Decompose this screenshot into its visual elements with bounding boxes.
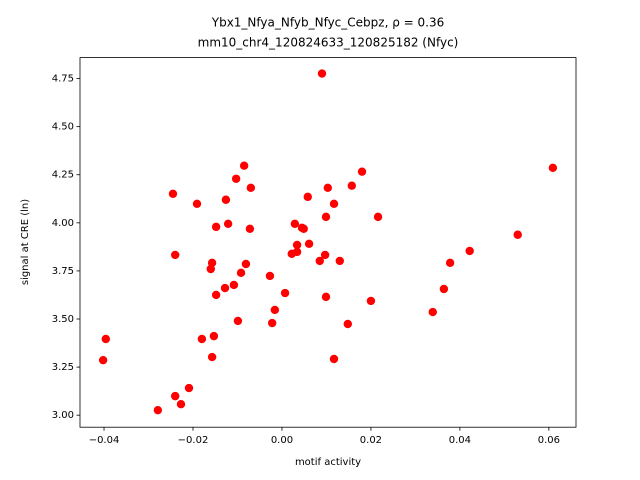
point xyxy=(287,249,296,258)
point xyxy=(153,405,163,415)
point xyxy=(220,283,230,293)
y-tick-label: 3.25 xyxy=(52,362,74,373)
point xyxy=(320,250,330,260)
point xyxy=(168,189,178,198)
x-tick-label: 0.04 xyxy=(449,435,471,446)
y-tick-label: 3.00 xyxy=(52,410,74,421)
point xyxy=(299,224,308,233)
point xyxy=(233,316,243,326)
x-axis-label: motif activity xyxy=(295,457,361,468)
point xyxy=(366,296,376,306)
point xyxy=(265,271,275,281)
y-tick-label: 4.00 xyxy=(52,218,74,229)
point xyxy=(246,183,256,193)
point xyxy=(373,212,383,222)
point xyxy=(101,334,111,344)
point xyxy=(245,224,255,233)
point xyxy=(343,319,352,329)
point xyxy=(323,183,332,193)
point xyxy=(229,280,239,290)
x-tick-label: −0.04 xyxy=(89,435,120,446)
point xyxy=(465,246,474,256)
point xyxy=(315,256,324,266)
point xyxy=(270,305,280,315)
point xyxy=(170,391,180,401)
point xyxy=(223,219,233,228)
point xyxy=(197,334,207,344)
point xyxy=(347,181,356,190)
point xyxy=(321,212,331,222)
point xyxy=(290,219,300,228)
x-tick-label: 0.00 xyxy=(271,435,293,446)
point xyxy=(329,354,339,364)
point xyxy=(267,318,277,328)
chart-subtitle: mm10_chr4_120824633_120825182 (Nfyc) xyxy=(198,36,459,50)
point xyxy=(317,69,327,78)
point xyxy=(231,174,241,183)
y-tick-label: 4.75 xyxy=(52,74,74,85)
point xyxy=(439,284,449,294)
point xyxy=(207,352,217,362)
point xyxy=(321,292,331,302)
point xyxy=(335,256,344,266)
point xyxy=(548,163,558,173)
point xyxy=(445,258,455,268)
y-tick-label: 3.75 xyxy=(52,266,74,277)
point xyxy=(304,239,314,248)
y-tick-label: 4.25 xyxy=(52,170,74,181)
point xyxy=(236,268,246,278)
point xyxy=(170,250,180,260)
point xyxy=(206,264,215,274)
point xyxy=(211,222,221,232)
point xyxy=(280,288,290,298)
point xyxy=(209,331,219,341)
point xyxy=(176,400,186,409)
x-tick-label: 0.02 xyxy=(360,435,382,446)
plot-frame xyxy=(79,57,577,428)
point xyxy=(292,240,302,250)
x-tick-label: −0.02 xyxy=(178,435,209,446)
point xyxy=(239,161,249,170)
point xyxy=(184,383,194,393)
point xyxy=(428,307,437,317)
point xyxy=(513,230,522,239)
x-tick-label: 0.06 xyxy=(538,435,560,446)
point xyxy=(303,192,312,202)
point xyxy=(329,199,339,208)
chart-title: Ybx1_Nfya_Nfyb_Nfyc_Cebpz, ρ = 0.36 xyxy=(211,16,444,30)
y-axis-label: signal at CRE (ln) xyxy=(20,199,31,285)
y-tick-label: 4.50 xyxy=(52,122,74,133)
y-tick-label: 3.50 xyxy=(52,314,74,325)
point xyxy=(241,259,251,269)
point xyxy=(98,355,108,365)
point xyxy=(192,199,202,208)
point xyxy=(357,167,367,176)
point xyxy=(211,290,221,300)
point xyxy=(221,195,231,204)
